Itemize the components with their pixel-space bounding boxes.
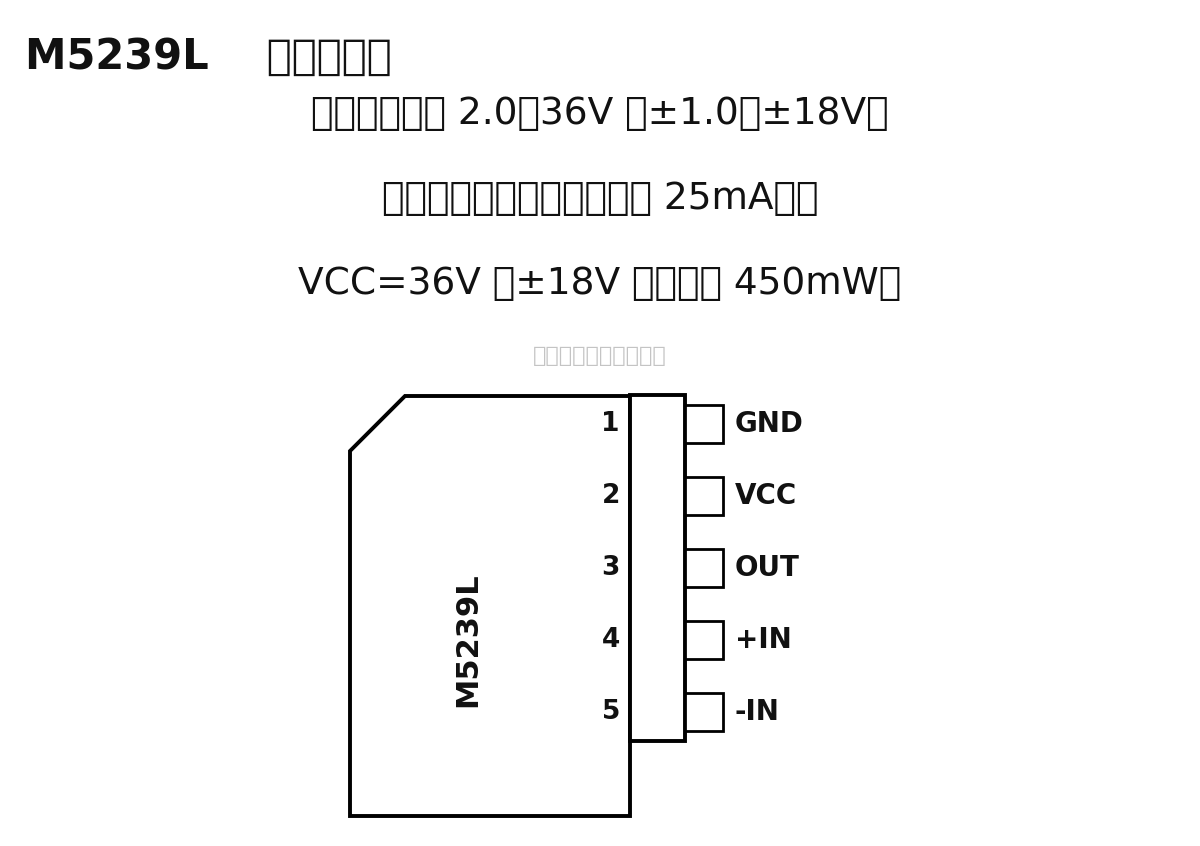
- Text: 4: 4: [601, 627, 620, 653]
- Polygon shape: [350, 396, 630, 816]
- Text: -IN: -IN: [734, 698, 780, 726]
- Text: M5239L    电压比较器: M5239L 电压比较器: [25, 36, 391, 78]
- Text: VCC=36V 或±18V 时，功耗 450mW。: VCC=36V 或±18V 时，功耗 450mW。: [299, 266, 901, 302]
- Bar: [630, 395, 685, 741]
- Text: M5239L: M5239L: [454, 572, 482, 707]
- Text: 3: 3: [601, 555, 620, 581]
- Text: 5: 5: [601, 699, 620, 725]
- Bar: [685, 621, 722, 659]
- Text: 2: 2: [601, 483, 620, 509]
- Bar: [685, 405, 722, 443]
- Text: 开路集电极输出，输入电流 25mA；当: 开路集电极输出，输入电流 25mA；当: [382, 181, 818, 217]
- Text: GND: GND: [734, 410, 804, 438]
- Bar: [685, 693, 722, 731]
- Text: 1: 1: [601, 411, 620, 437]
- Text: 杭州将睷科技有限公司: 杭州将睷科技有限公司: [533, 346, 667, 366]
- Text: +IN: +IN: [734, 626, 792, 654]
- Bar: [685, 477, 722, 515]
- Text: 工作电压范围 2.0～36V 或±1.0～±18V；: 工作电压范围 2.0～36V 或±1.0～±18V；: [311, 96, 889, 132]
- Bar: [685, 549, 722, 587]
- Text: VCC: VCC: [734, 482, 797, 510]
- Text: OUT: OUT: [734, 554, 800, 582]
